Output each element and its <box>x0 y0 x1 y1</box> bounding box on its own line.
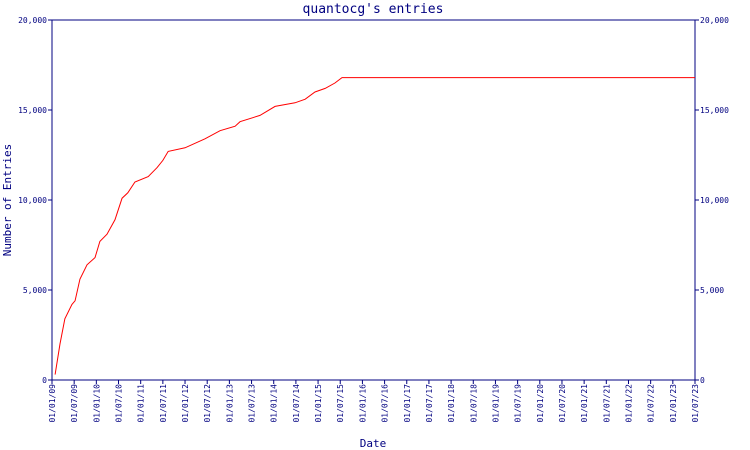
y-tick-label: 20,000 <box>18 16 47 25</box>
x-tick-label: 01/01/13 <box>225 384 234 423</box>
x-tick-label: 01/07/22 <box>647 384 656 423</box>
y2-tick-label: 5,000 <box>700 286 724 295</box>
chart-title: quantocg's entries <box>303 2 444 17</box>
data-line <box>54 77 695 375</box>
x-tick-label: 01/07/21 <box>602 384 611 423</box>
x-tick-label: 01/07/12 <box>203 384 212 423</box>
x-tick-label: 01/07/10 <box>115 384 124 423</box>
x-tick-label: 01/01/10 <box>92 384 101 423</box>
x-tick-label: 01/01/11 <box>137 384 146 423</box>
x-tick-label: 01/07/19 <box>514 384 523 423</box>
x-tick-label: 01/01/14 <box>270 384 279 423</box>
x-tick-label: 01/07/16 <box>381 384 390 423</box>
x-tick-label: 01/01/19 <box>491 384 500 423</box>
y2-tick-label: 0 <box>700 376 705 385</box>
x-tick-label: 01/01/20 <box>536 384 545 423</box>
plot-frame <box>51 19 696 381</box>
x-tick-label: 01/01/16 <box>358 384 367 423</box>
x-tick-label: 01/07/09 <box>70 384 79 423</box>
y2-tick-label: 10,000 <box>700 196 729 205</box>
x-tick-label: 01/01/21 <box>580 384 589 423</box>
x-tick-label: 01/07/17 <box>425 384 434 423</box>
x-tick-label: 01/07/15 <box>336 384 345 423</box>
x-tick-label: 01/07/23 <box>691 384 700 423</box>
y-tick-label: 0 <box>42 376 47 385</box>
x-tick-label: 01/01/12 <box>181 384 190 423</box>
y2-tick-label: 20,000 <box>700 16 729 25</box>
x-tick-label: 01/01/18 <box>447 384 456 423</box>
y-tick-label: 5,000 <box>23 286 47 295</box>
y-tick-label: 15,000 <box>18 106 47 115</box>
x-tick-label: 01/07/11 <box>159 384 168 423</box>
x-tick-label: 01/01/15 <box>314 384 323 423</box>
y2-tick-label: 15,000 <box>700 106 729 115</box>
x-tick-label: 01/01/22 <box>624 384 633 423</box>
y-tick-label: 10,000 <box>18 196 47 205</box>
x-tick-label: 01/01/17 <box>403 384 412 423</box>
x-tick-label: 01/07/13 <box>248 384 257 423</box>
x-tick-label: 01/07/18 <box>469 384 478 423</box>
x-axis-label: Date <box>360 437 387 450</box>
x-tick-label: 01/01/09 <box>48 384 57 423</box>
y-axis-label: Number of Entries <box>1 144 14 257</box>
x-tick-label: 01/07/20 <box>558 384 567 423</box>
x-tick-label: 01/07/14 <box>292 384 301 423</box>
x-tick-label: 01/01/23 <box>669 384 678 423</box>
